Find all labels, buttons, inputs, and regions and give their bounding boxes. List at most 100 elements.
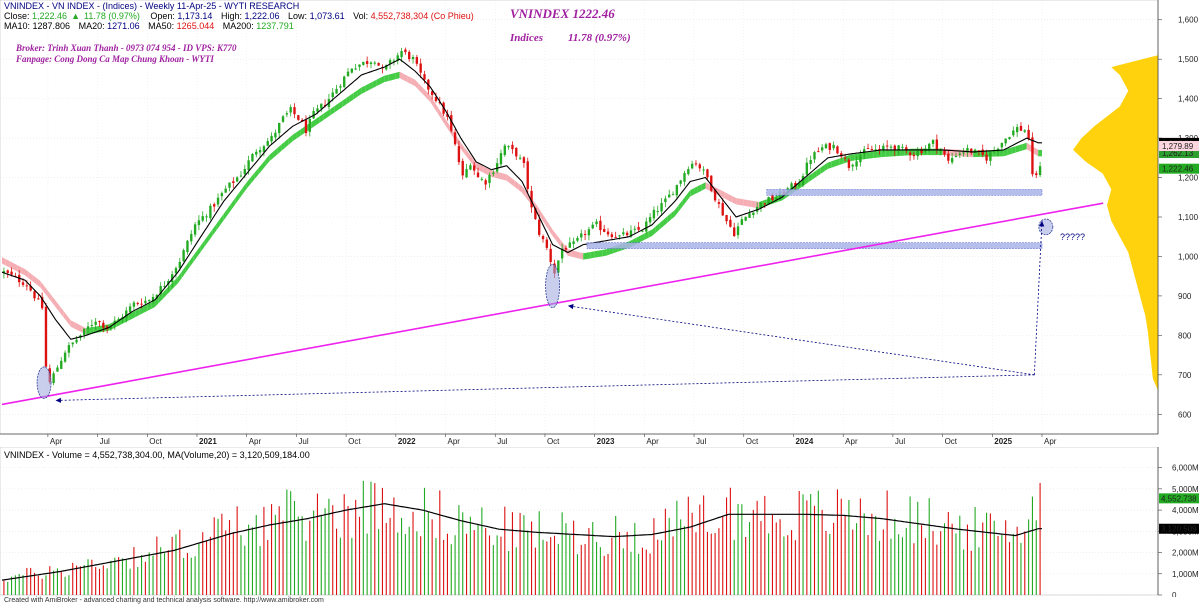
ma-band-segment <box>548 223 553 236</box>
volume-ma-line <box>1 503 1042 581</box>
ma-band-segment <box>476 162 480 171</box>
candle <box>495 158 499 174</box>
candle-body <box>495 163 499 172</box>
candle <box>947 150 950 164</box>
candle <box>193 221 197 238</box>
ma-band-segment <box>751 200 756 208</box>
candle <box>216 193 220 208</box>
candle-body <box>683 173 686 182</box>
ma-band-segment <box>1034 147 1039 157</box>
candle-body <box>67 345 71 353</box>
candle <box>125 306 128 323</box>
candle-body <box>530 190 533 208</box>
candle-body <box>197 220 201 226</box>
candle <box>633 225 636 234</box>
candle <box>232 177 235 189</box>
ma-band-segment <box>292 132 297 142</box>
volume-badges: 4,552,738 3,120,509 <box>1159 493 1199 534</box>
candle-body <box>388 60 392 64</box>
candle-body <box>251 153 254 162</box>
candle <box>404 47 407 55</box>
ma-band-segment <box>357 87 362 97</box>
candle-body <box>297 115 300 120</box>
candle <box>469 163 472 171</box>
ma-band-segment <box>587 251 591 259</box>
candle-body <box>794 183 797 187</box>
ma-band-segment <box>311 119 316 129</box>
candle <box>281 114 285 123</box>
candle-body <box>905 147 908 151</box>
ma-band-segment <box>659 219 664 230</box>
ma-band-segment <box>265 154 270 166</box>
candle-body <box>1038 166 1042 176</box>
candle <box>530 185 533 213</box>
candle <box>993 146 996 154</box>
candle <box>350 68 354 74</box>
candle-body <box>140 303 143 305</box>
ma-band-segment <box>174 276 178 288</box>
candle-body <box>75 339 78 343</box>
candle-body <box>668 194 671 198</box>
candle <box>102 320 105 333</box>
candle-body <box>763 203 766 205</box>
candle-body <box>648 217 652 223</box>
candle-body <box>855 161 858 167</box>
candle-body <box>270 135 273 142</box>
candle-body <box>190 234 193 242</box>
ma-band-segment <box>464 147 469 160</box>
price-chart[interactable]: 6007008009001,0001,1001,2001,3001,4001,5… <box>0 0 1200 447</box>
candle <box>373 60 376 66</box>
candle-body <box>733 227 736 236</box>
candle-body <box>63 352 67 362</box>
candle-body <box>484 180 487 185</box>
ma-band-segment <box>590 251 595 259</box>
price-y-tick-label: 700 <box>1178 371 1192 380</box>
ma-band-segment <box>682 195 687 207</box>
candle <box>820 144 824 153</box>
candle <box>729 215 732 228</box>
candle <box>209 203 212 221</box>
candle <box>809 155 812 170</box>
price-x-tick-label: Apr <box>448 437 461 446</box>
ma-band-segment <box>510 177 515 187</box>
ma-band-segment <box>839 157 844 165</box>
candle-body <box>931 139 935 144</box>
ma-band-segment <box>1026 142 1031 152</box>
candle <box>625 230 629 238</box>
ma-band-segment <box>235 192 240 205</box>
candle-body <box>824 144 828 149</box>
candle <box>201 211 204 223</box>
ma-band-segment <box>63 310 67 322</box>
ma-band-segment <box>652 226 656 236</box>
candle-body <box>278 122 281 134</box>
highlight-ellipse <box>545 263 560 309</box>
candle-body <box>622 232 625 235</box>
candle-body <box>461 160 464 176</box>
ma-band-segment <box>495 171 500 179</box>
candle-body <box>652 209 656 219</box>
price-x-tick-label: Oct <box>547 437 560 446</box>
candle <box>817 147 820 153</box>
candle <box>346 68 350 77</box>
ma-band-segment <box>900 149 905 156</box>
candle <box>664 195 667 208</box>
candle <box>270 132 273 145</box>
ma-band-segment <box>162 288 167 300</box>
ma-band-segment <box>342 98 347 108</box>
candle-body <box>748 213 751 218</box>
candle-body <box>507 146 510 148</box>
candle-body <box>687 169 690 175</box>
candle <box>748 209 751 218</box>
ma-band-segment <box>273 148 278 158</box>
indices-label: Indices <box>509 32 543 44</box>
candle-body <box>641 230 644 232</box>
candle-body <box>587 229 591 236</box>
candle <box>637 221 640 232</box>
candle <box>289 104 292 117</box>
ma-band-segment <box>5 259 10 268</box>
candle-body <box>159 286 162 294</box>
candle <box>94 318 97 330</box>
highlight-ellipse <box>1038 218 1054 236</box>
candle <box>285 110 289 118</box>
